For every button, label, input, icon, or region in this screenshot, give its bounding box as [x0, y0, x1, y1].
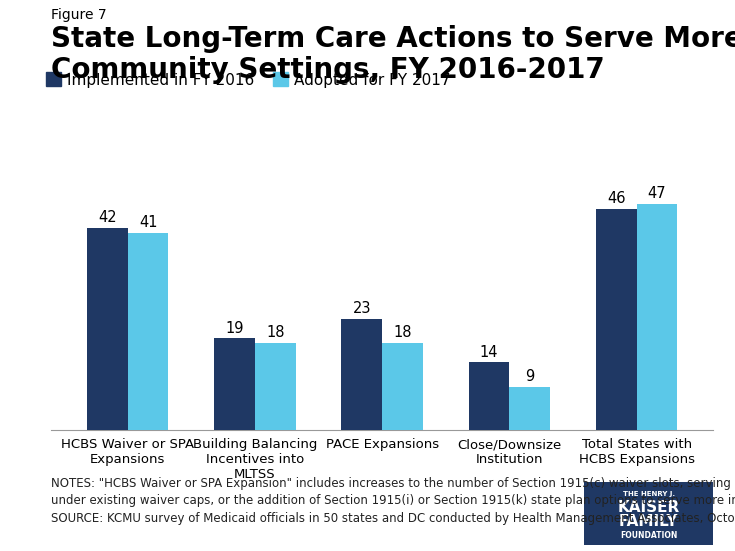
- Text: 47: 47: [648, 186, 667, 201]
- Bar: [469, 363, 509, 430]
- Text: 46: 46: [607, 191, 625, 206]
- Text: THE HENRY J.: THE HENRY J.: [623, 490, 675, 496]
- Bar: [596, 209, 637, 430]
- Text: 41: 41: [139, 215, 157, 230]
- Bar: [509, 386, 550, 430]
- Text: SOURCE: KCMU survey of Medicaid officials in 50 states and DC conducted by Healt: SOURCE: KCMU survey of Medicaid official…: [51, 512, 735, 525]
- Bar: [215, 338, 255, 430]
- Text: KAISER: KAISER: [617, 500, 680, 515]
- Text: under existing waiver caps, or the addition of Section 1915(i) or Section 1915(k: under existing waiver caps, or the addit…: [51, 494, 735, 507]
- Text: 14: 14: [480, 344, 498, 360]
- Bar: [637, 204, 678, 430]
- Legend: Implemented in FY 2016, Adopted for FY 2017: Implemented in FY 2016, Adopted for FY 2…: [46, 72, 451, 88]
- Text: FOUNDATION: FOUNDATION: [620, 531, 678, 540]
- Text: 18: 18: [266, 325, 284, 341]
- Text: 19: 19: [226, 321, 244, 336]
- Text: 9: 9: [525, 369, 534, 383]
- Bar: [382, 343, 423, 430]
- Text: 42: 42: [98, 210, 117, 225]
- Text: Figure 7: Figure 7: [51, 8, 107, 22]
- Text: FAMILY: FAMILY: [619, 514, 678, 529]
- Bar: [342, 319, 382, 430]
- Text: State Long-Term Care Actions to Serve More Individuals in
Community Settings, FY: State Long-Term Care Actions to Serve Mo…: [51, 25, 735, 84]
- Bar: [128, 233, 168, 430]
- Text: NOTES: "HCBS Waiver or SPA Expansion" includes increases to the number of Sectio: NOTES: "HCBS Waiver or SPA Expansion" in…: [51, 477, 735, 490]
- Bar: [255, 343, 295, 430]
- Text: 23: 23: [353, 301, 371, 316]
- Text: 18: 18: [393, 325, 412, 341]
- Bar: [87, 228, 128, 430]
